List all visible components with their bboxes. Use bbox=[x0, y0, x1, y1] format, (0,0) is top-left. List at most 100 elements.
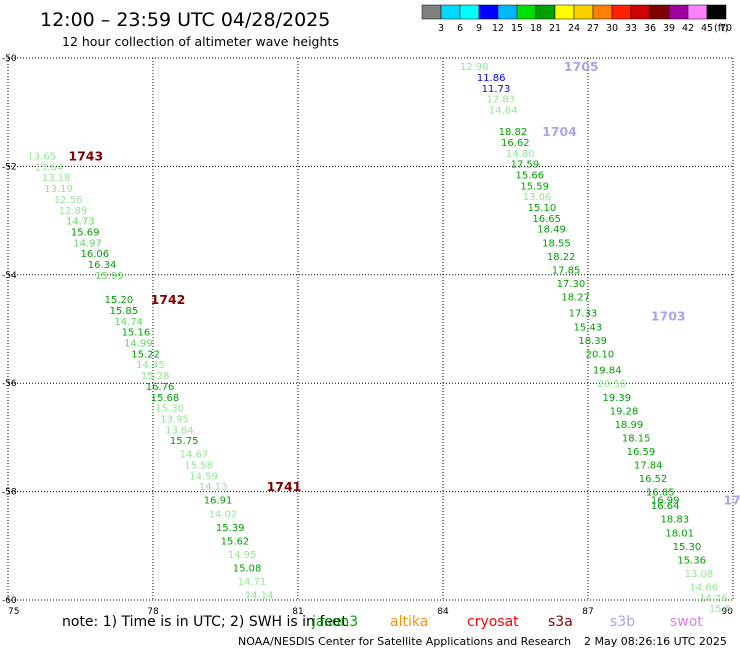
wave-height-value: 15.28 bbox=[141, 371, 170, 382]
color-swatch bbox=[687, 4, 708, 20]
color-swatch bbox=[421, 4, 442, 20]
wave-height-value: 11.86 bbox=[477, 73, 506, 84]
wave-height-value: 15.22 bbox=[131, 349, 160, 360]
wave-height-value: 18.99 bbox=[615, 420, 644, 431]
wave-height-value: 13.19 bbox=[44, 184, 73, 195]
y-tick-label: -60 bbox=[2, 596, 17, 606]
chart-title: 12:00 – 23:59 UTC 04/28/2025 bbox=[40, 9, 330, 31]
color-scale-label: 24 bbox=[568, 23, 580, 34]
color-swatch bbox=[649, 4, 670, 20]
pass-number-label: 1743 bbox=[68, 149, 103, 164]
color-scale-label: 27 bbox=[587, 23, 599, 34]
wave-height-points: 13.6513.6413.1813.1912.5612.8914.7315.69… bbox=[27, 62, 731, 615]
color-swatch bbox=[440, 4, 461, 20]
footer-note: note: 1) Time is in UTC; 2) SWH is in fe… bbox=[62, 614, 348, 630]
color-scale-label: 6 bbox=[457, 23, 463, 34]
x-tick-label: 81 bbox=[292, 607, 303, 617]
wave-height-value: 17.33 bbox=[569, 309, 598, 320]
wave-height-value: 14.66 bbox=[690, 582, 719, 593]
wave-height-value: 17.59 bbox=[511, 160, 540, 171]
wave-height-value: 15.36 bbox=[677, 555, 706, 566]
color-swatch bbox=[497, 4, 518, 20]
wave-height-value: 11.73 bbox=[482, 84, 511, 95]
footer-credit: NOAA/NESDIS Center for Satellite Applica… bbox=[238, 635, 571, 648]
wave-height-value: 16.64 bbox=[651, 501, 680, 512]
wave-height-value: 13.18 bbox=[42, 173, 71, 184]
wave-height-value: 17.30 bbox=[557, 279, 586, 290]
wave-height-value: 15.43 bbox=[574, 322, 603, 333]
color-scale-label: 42 bbox=[682, 23, 694, 34]
wave-height-value: 15.75 bbox=[170, 436, 199, 447]
legend-satellite-altika: altika bbox=[390, 614, 428, 630]
wave-height-value: 15.30 bbox=[673, 542, 702, 553]
pass-labels: 1743 1742 1741 1705 1704 1703 1702 bbox=[68, 59, 740, 508]
color-swatch bbox=[592, 4, 613, 20]
legend-satellite-jason3: jason3 bbox=[311, 614, 358, 630]
color-swatch bbox=[630, 4, 651, 20]
axis-tick-labels: 75 78 81 84 87 90 -50 -52 -54 -56 -58 -60 bbox=[2, 54, 733, 617]
color-scale-label: 21 bbox=[549, 23, 561, 34]
wave-height-value: 19.28 bbox=[610, 406, 639, 417]
pass-number-label: 1742 bbox=[151, 292, 186, 307]
color-scale-label: 18 bbox=[530, 23, 542, 34]
color-swatch bbox=[535, 4, 556, 20]
wave-height-value: 14.59 bbox=[189, 471, 218, 482]
wave-height-value: 15.99 bbox=[95, 271, 124, 282]
wave-height-value: 14.95 bbox=[228, 550, 257, 561]
y-tick-label: -52 bbox=[2, 162, 17, 172]
wave-height-value: 15.08 bbox=[233, 563, 262, 574]
wave-height-value: 15.16 bbox=[122, 328, 151, 339]
x-tick-label: 75 bbox=[8, 607, 19, 617]
footer-timestamp: 2 May 08:26:16 UTC 2025 bbox=[584, 635, 727, 648]
pass-number-label: 1702 bbox=[723, 493, 740, 508]
wave-height-value: 16.85 bbox=[646, 488, 675, 499]
wave-height-value: 19.39 bbox=[603, 393, 632, 404]
wave-height-value: 18.01 bbox=[665, 528, 694, 539]
pass-number-label: 1703 bbox=[651, 308, 686, 323]
wave-height-value: 14.45 bbox=[136, 360, 165, 371]
color-swatch bbox=[516, 4, 537, 20]
wave-height-value: 14.13 bbox=[199, 482, 228, 493]
color-swatch bbox=[611, 4, 632, 20]
wave-height-value: 14.64 bbox=[489, 105, 518, 116]
wave-height-value: 14.99 bbox=[124, 339, 153, 350]
pass-number-label: 1704 bbox=[542, 124, 577, 139]
wave-height-value: 15.59 bbox=[520, 181, 549, 192]
wave-height-value: 18.27 bbox=[561, 292, 590, 303]
wave-height-value: 13.95 bbox=[160, 414, 189, 425]
wave-height-value: 18.39 bbox=[578, 336, 607, 347]
wave-height-value: 15.62 bbox=[221, 536, 250, 547]
color-scale-label: 36 bbox=[644, 23, 656, 34]
color-scale-label: 70 bbox=[720, 23, 732, 34]
wave-height-value: 18.15 bbox=[622, 433, 651, 444]
pass-number-label: 1705 bbox=[564, 59, 599, 74]
pass-number-label: 1741 bbox=[267, 479, 302, 494]
color-swatch bbox=[706, 4, 727, 20]
color-swatch bbox=[478, 4, 499, 20]
y-tick-label: -54 bbox=[2, 271, 17, 281]
color-scale-label: 33 bbox=[625, 23, 637, 34]
wave-height-value: 13.08 bbox=[685, 569, 714, 580]
color-scale-label: 30 bbox=[606, 23, 618, 34]
wave-height-value: 17.85 bbox=[552, 265, 581, 276]
wave-height-value: 14.74 bbox=[114, 317, 143, 328]
wave-height-value: 19.84 bbox=[593, 366, 622, 377]
wave-height-value: 16.65 bbox=[532, 214, 561, 225]
wave-height-value: 16.62 bbox=[501, 138, 530, 149]
satellite-legend: jason3 altika cryosat s3a s3b swot bbox=[311, 614, 703, 630]
wave-height-value: 20.56 bbox=[598, 379, 627, 390]
x-tick-label: 84 bbox=[437, 607, 449, 617]
x-tick-label: 87 bbox=[582, 607, 593, 617]
wave-height-value: 12.83 bbox=[487, 95, 516, 106]
wave-height-value: 14.80 bbox=[506, 149, 535, 160]
wave-height-value: 12.89 bbox=[59, 206, 88, 217]
wave-height-value: 20.10 bbox=[586, 349, 615, 360]
color-scale-label: 12 bbox=[492, 23, 504, 34]
wave-height-value: 12.56 bbox=[54, 195, 83, 206]
wave-height-value: 14.73 bbox=[66, 217, 95, 228]
color-swatch bbox=[459, 4, 480, 20]
wave-height-value: 14.67 bbox=[180, 450, 209, 461]
legend-satellite-s3b: s3b bbox=[610, 614, 635, 630]
wave-height-value: 15.20 bbox=[105, 295, 134, 306]
